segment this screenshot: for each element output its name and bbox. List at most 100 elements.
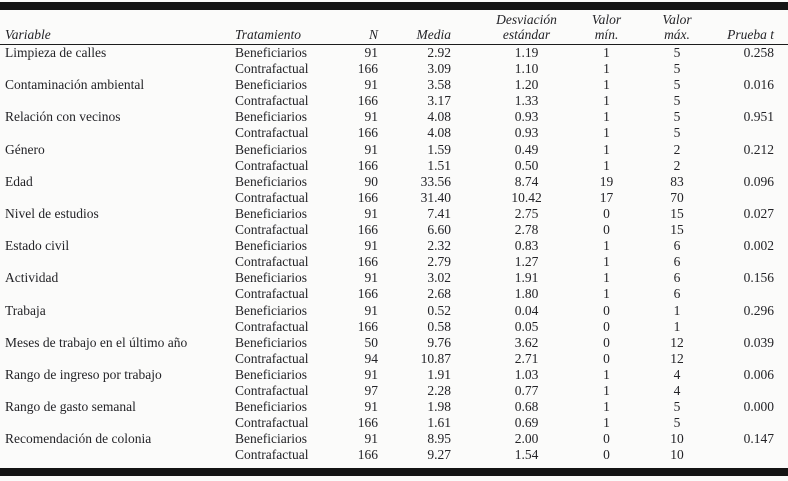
cell-n: 50 bbox=[364, 334, 379, 350]
cell-prueba-t: 0.027 bbox=[743, 205, 774, 221]
cell-valor-min: 1 bbox=[603, 382, 610, 398]
cell-n: 90 bbox=[364, 173, 379, 189]
cell-tratamiento: Beneficiarios bbox=[235, 238, 307, 254]
cell-tratamiento: Contrafactual bbox=[235, 189, 309, 205]
cell-tratamiento: Beneficiarios bbox=[235, 366, 307, 382]
column-header-valor-max: Valor máx. bbox=[641, 10, 713, 45]
cell-variable: Relación con vecinos bbox=[5, 109, 121, 125]
cell-valor-min: 1 bbox=[603, 238, 610, 254]
cell-variable: Rango de gasto semanal bbox=[5, 399, 136, 415]
cell-prueba-t bbox=[713, 319, 788, 335]
cell-tratamiento: Contrafactual bbox=[235, 93, 309, 109]
table-bottom-rule bbox=[0, 468, 788, 477]
cell-desviacion: 1.54 bbox=[514, 447, 539, 463]
cell-variable bbox=[0, 222, 232, 238]
cell-desviacion: 1.19 bbox=[514, 45, 539, 60]
cell-valor-max: 5 bbox=[673, 415, 681, 431]
cell-variable: Género bbox=[5, 141, 45, 157]
table-row: Estado civil Beneficiarios 91 2.32 0.83 … bbox=[0, 238, 788, 254]
table-row: Actividad Beneficiarios 91 3.02 1.91 1 6… bbox=[0, 270, 788, 286]
table-row: Rango de ingreso por trabajo Beneficiari… bbox=[0, 367, 788, 383]
column-header-desviacion-estandar: Desviación estándar bbox=[455, 10, 572, 45]
cell-prueba-t: 0.000 bbox=[743, 399, 774, 415]
cell-valor-max: 5 bbox=[673, 77, 681, 93]
cell-valor-max: 2 bbox=[673, 157, 681, 173]
cell-valor-min: 19 bbox=[599, 173, 614, 189]
cell-valor-min: 0 bbox=[603, 222, 610, 238]
cell-valor-max: 5 bbox=[673, 109, 681, 125]
cell-prueba-t: 0.016 bbox=[743, 77, 774, 93]
cell-prueba-t: 0.212 bbox=[743, 141, 774, 157]
cell-n: 91 bbox=[364, 45, 379, 60]
cell-variable: Edad bbox=[5, 173, 33, 189]
cell-valor-min: 1 bbox=[603, 93, 610, 109]
cell-media: 1.61 bbox=[427, 415, 451, 431]
cell-prueba-t: 0.951 bbox=[743, 109, 774, 125]
cell-desviacion: 0.93 bbox=[514, 125, 539, 141]
table-row: Contrafactual 166 6.60 2.78 0 15 bbox=[0, 222, 788, 238]
cell-valor-min: 1 bbox=[603, 45, 610, 60]
cell-n: 166 bbox=[357, 254, 378, 270]
cell-prueba-t: 0.296 bbox=[743, 302, 774, 318]
cell-desviacion: 0.50 bbox=[514, 157, 539, 173]
column-header-variable: Variable bbox=[0, 10, 232, 45]
cell-tratamiento: Beneficiarios bbox=[235, 205, 307, 221]
cell-prueba-t bbox=[713, 125, 788, 141]
column-header-prueba-t: Prueba t bbox=[713, 10, 788, 45]
cell-prueba-t: 0.147 bbox=[743, 431, 774, 447]
cell-media: 2.32 bbox=[427, 238, 451, 254]
table-row: Limpieza de calles Beneficiarios 91 2.92… bbox=[0, 45, 788, 62]
cell-prueba-t: 0.258 bbox=[743, 45, 774, 60]
table-row: Meses de trabajo en el último año Benefi… bbox=[0, 335, 788, 351]
cell-media: 3.17 bbox=[427, 93, 451, 109]
cell-valor-max: 2 bbox=[673, 141, 681, 157]
cell-media: 2.28 bbox=[427, 382, 451, 398]
cell-desviacion: 1.10 bbox=[514, 61, 539, 77]
cell-media: 1.91 bbox=[427, 366, 451, 382]
cell-valor-min: 0 bbox=[603, 334, 610, 350]
cell-tratamiento: Beneficiarios bbox=[235, 431, 307, 447]
cell-media: 2.92 bbox=[427, 45, 451, 60]
cell-variable: Actividad bbox=[5, 270, 59, 286]
cell-tratamiento: Contrafactual bbox=[235, 350, 309, 366]
cell-tratamiento: Contrafactual bbox=[235, 222, 309, 238]
cell-n: 166 bbox=[357, 189, 378, 205]
cell-tratamiento: Contrafactual bbox=[235, 415, 309, 431]
cell-media: 0.58 bbox=[427, 318, 451, 334]
cell-desviacion: 0.49 bbox=[514, 141, 539, 157]
cell-valor-min: 1 bbox=[603, 286, 610, 302]
cell-variable bbox=[0, 383, 232, 399]
cell-media: 2.68 bbox=[427, 286, 451, 302]
descriptive-statistics-table: Variable Tratamiento N Media Desviación … bbox=[0, 10, 788, 463]
cell-valor-min: 0 bbox=[603, 447, 610, 463]
cell-n: 91 bbox=[364, 141, 379, 157]
cell-desviacion: 1.91 bbox=[514, 270, 539, 286]
cell-tratamiento: Contrafactual bbox=[235, 61, 309, 77]
cell-n: 166 bbox=[357, 157, 378, 173]
column-header-valor-max-line2: máx. bbox=[664, 26, 690, 42]
cell-media: 2.79 bbox=[427, 254, 451, 270]
cell-variable bbox=[0, 447, 232, 463]
cell-prueba-t bbox=[713, 415, 788, 431]
cell-media: 1.98 bbox=[427, 399, 451, 415]
cell-variable: Rango de ingreso por trabajo bbox=[5, 366, 162, 382]
cell-tratamiento: Contrafactual bbox=[235, 286, 309, 302]
cell-tratamiento: Beneficiarios bbox=[235, 109, 307, 125]
cell-valor-min: 1 bbox=[603, 109, 610, 125]
column-header-desviacion-line2: estándar bbox=[502, 26, 551, 42]
table-header: Variable Tratamiento N Media Desviación … bbox=[0, 10, 788, 45]
table-row: Contrafactual 166 2.68 1.80 1 6 bbox=[0, 286, 788, 302]
cell-media: 9.76 bbox=[427, 334, 451, 350]
cell-n: 166 bbox=[357, 61, 378, 77]
cell-media: 10.87 bbox=[420, 350, 451, 366]
cell-valor-max: 6 bbox=[673, 286, 681, 302]
cell-variable bbox=[0, 158, 232, 174]
cell-tratamiento: Contrafactual bbox=[235, 318, 309, 334]
table-row: Contrafactual 94 10.87 2.71 0 12 bbox=[0, 351, 788, 367]
cell-valor-min: 17 bbox=[599, 189, 614, 205]
cell-valor-max: 6 bbox=[673, 254, 681, 270]
table-row: Contrafactual 166 3.09 1.10 1 5 bbox=[0, 61, 788, 77]
cell-valor-max: 4 bbox=[673, 382, 681, 398]
cell-tratamiento: Beneficiarios bbox=[235, 334, 307, 350]
